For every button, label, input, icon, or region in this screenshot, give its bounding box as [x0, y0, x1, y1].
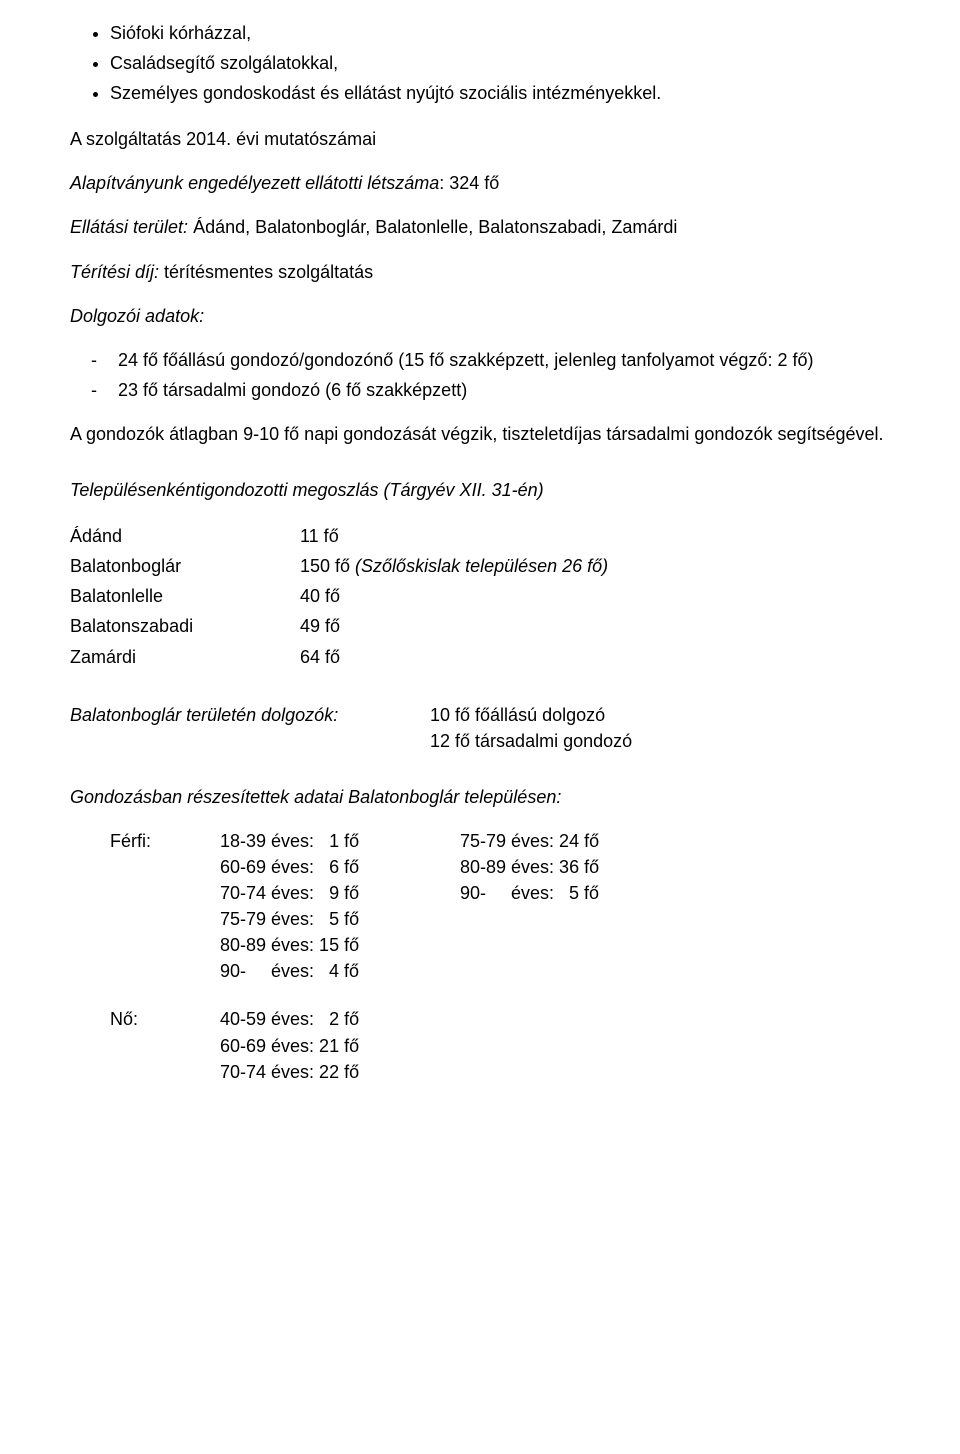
table-row: Balatonszabadi 49 fő: [70, 611, 750, 641]
age-line: 70-74 éves: 9 fő: [220, 880, 460, 906]
dist-value: 11 fő: [300, 521, 750, 551]
employee-text: 24 fő főállású gondozó/gondozónő (15 fő …: [118, 347, 960, 373]
area-value: Ádánd, Balatonboglár, Balatonlelle, Bala…: [188, 217, 677, 237]
no-section: Nő: 40-59 éves: 2 fő 60-69 éves: 21 fő 7…: [70, 1006, 960, 1084]
distribution-heading: Településenkéntigondozotti megoszlás (Tá…: [70, 477, 960, 503]
dist-location: Balatonszabadi: [70, 611, 300, 641]
bb-workers-values: 10 fő főállású dolgozó 12 fő társadalmi …: [430, 702, 960, 754]
employee-list: - 24 fő főállású gondozó/gondozónő (15 f…: [70, 347, 960, 403]
table-row: Balatonboglár 150 fő (Szőlőskislak telep…: [70, 551, 750, 581]
employee-text: 23 fő társadalmi gondozó (6 fő szakképze…: [118, 377, 960, 403]
dist-location: Balatonboglár: [70, 551, 300, 581]
ferfi-label: Férfi:: [70, 828, 220, 985]
age-line: 60-69 éves: 21 fő: [220, 1033, 460, 1059]
founded-value: : 324 fő: [439, 173, 499, 193]
age-line: 60-69 éves: 6 fő: [220, 854, 460, 880]
age-line: 40-59 éves: 2 fő: [220, 1006, 460, 1032]
dist-value: 64 fő: [300, 642, 750, 672]
bb-workers-line: 12 fő társadalmi gondozó: [430, 728, 960, 754]
table-row: Balatonlelle 40 fő: [70, 581, 750, 611]
age-line: 75-79 éves: 5 fő: [220, 906, 460, 932]
dist-value: 49 fő: [300, 611, 750, 641]
bb-workers-label: Balatonboglár területén dolgozók:: [70, 702, 430, 754]
age-line: 70-74 éves: 22 fő: [220, 1059, 460, 1085]
ferfi-col2: 75-79 éves: 24 fő 80-89 éves: 36 fő 90- …: [460, 828, 960, 985]
bullet-item: Családsegítő szolgálatokkal,: [110, 50, 960, 76]
founded-line: Alapítványunk engedélyezett ellátotti lé…: [70, 170, 960, 196]
dist-value-prefix: 150 fő: [300, 556, 355, 576]
employee-heading: Dolgozói adatok:: [70, 303, 960, 329]
fee-line: Térítési díj: térítésmentes szolgáltatás: [70, 259, 960, 285]
age-line: 80-89 éves: 15 fő: [220, 932, 460, 958]
table-row: Zamárdi 64 fő: [70, 642, 750, 672]
age-line: 90- éves: 5 fő: [460, 880, 960, 906]
founded-label: Alapítványunk engedélyezett ellátotti lé…: [70, 173, 439, 193]
age-line: 90- éves: 4 fő: [220, 958, 460, 984]
dist-value-note: (Szőlőskislak településen 26 fő): [355, 556, 608, 576]
employee-item: - 23 fő társadalmi gondozó (6 fő szakkép…: [70, 377, 960, 403]
fee-value: térítésmentes szolgáltatás: [159, 262, 373, 282]
dist-value: 150 fő (Szőlőskislak településen 26 fő): [300, 551, 750, 581]
area-label: Ellátási terület:: [70, 217, 188, 237]
bullet-list: Siófoki kórházzal, Családsegítő szolgála…: [70, 20, 960, 106]
dash-icon: -: [70, 347, 118, 373]
no-col2: [460, 1006, 960, 1084]
dist-location: Zamárdi: [70, 642, 300, 672]
age-line: 80-89 éves: 36 fő: [460, 854, 960, 880]
ferfi-col1: 18-39 éves: 1 fő 60-69 éves: 6 fő 70-74 …: [220, 828, 460, 985]
table-row: Ádánd 11 fő: [70, 521, 750, 551]
care-heading: Gondozásban részesítettek adatai Balaton…: [70, 784, 960, 810]
fee-label: Térítési díj:: [70, 262, 159, 282]
bb-workers: Balatonboglár területén dolgozók: 10 fő …: [70, 702, 960, 754]
no-label: Nő:: [70, 1006, 220, 1084]
age-line: 18-39 éves: 1 fő: [220, 828, 460, 854]
dist-value: 40 fő: [300, 581, 750, 611]
distribution-table: Ádánd 11 fő Balatonboglár 150 fő (Szőlős…: [70, 521, 750, 671]
dash-icon: -: [70, 377, 118, 403]
age-line: 75-79 éves: 24 fő: [460, 828, 960, 854]
average-line: A gondozók átlagban 9-10 fő napi gondozá…: [70, 421, 960, 447]
area-line: Ellátási terület: Ádánd, Balatonboglár, …: [70, 214, 960, 240]
ferfi-section: Férfi: 18-39 éves: 1 fő 60-69 éves: 6 fő…: [70, 828, 960, 985]
dist-location: Balatonlelle: [70, 581, 300, 611]
intro-line: A szolgáltatás 2014. évi mutatószámai: [70, 126, 960, 152]
dist-location: Ádánd: [70, 521, 300, 551]
bullet-item: Személyes gondoskodást és ellátást nyújt…: [110, 80, 960, 106]
bullet-item: Siófoki kórházzal,: [110, 20, 960, 46]
employee-item: - 24 fő főállású gondozó/gondozónő (15 f…: [70, 347, 960, 373]
bb-workers-line: 10 fő főállású dolgozó: [430, 702, 960, 728]
no-col1: 40-59 éves: 2 fő 60-69 éves: 21 fő 70-74…: [220, 1006, 460, 1084]
